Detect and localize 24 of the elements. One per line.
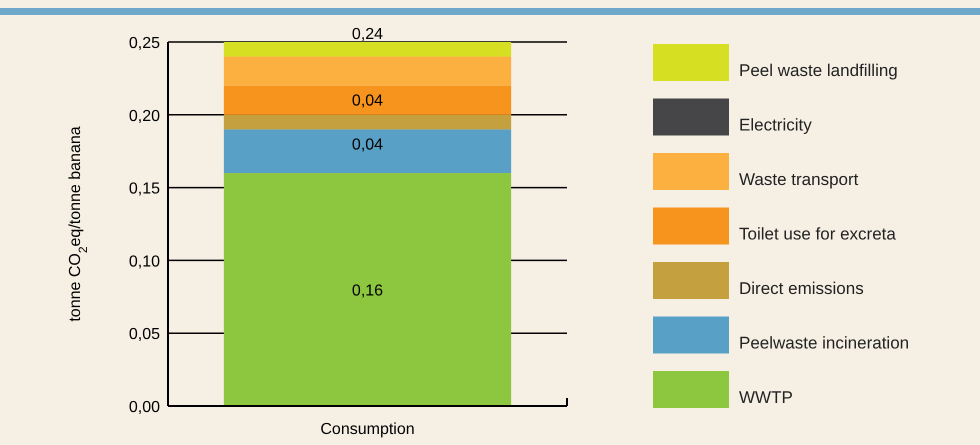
legend-label: Waste transport [739,170,859,189]
bar [224,56,512,86]
legend-label: Peelwaste incineration [739,334,910,352]
y-tick-label: 0,25 [128,35,160,52]
annotation: 0,24 [352,26,384,43]
bar [224,114,512,130]
legend-label: WWTP [739,388,793,407]
legend-label: Direct emissions [739,279,864,298]
legend-label: Peel waste landfilling [739,61,898,80]
y-tick-label: 0,10 [128,253,160,270]
annotation: 0,04 [352,92,384,110]
y-tick-label: 0,20 [128,108,160,125]
data-label: 0,16 [352,282,384,300]
legend-label: Electricity [739,116,812,134]
legend-label: Toilet use for excreta [739,224,896,244]
annotation: 0,04 [352,136,384,154]
bar [224,129,512,174]
y-tick-label: 0,00 [128,399,160,416]
x-tick-label: Consumption [320,421,415,438]
y-tick-label: 0,05 [128,326,160,344]
bar [224,173,512,406]
y-tick-label: 0,15 [128,180,160,198]
bar [224,42,512,57]
bar [224,86,512,115]
